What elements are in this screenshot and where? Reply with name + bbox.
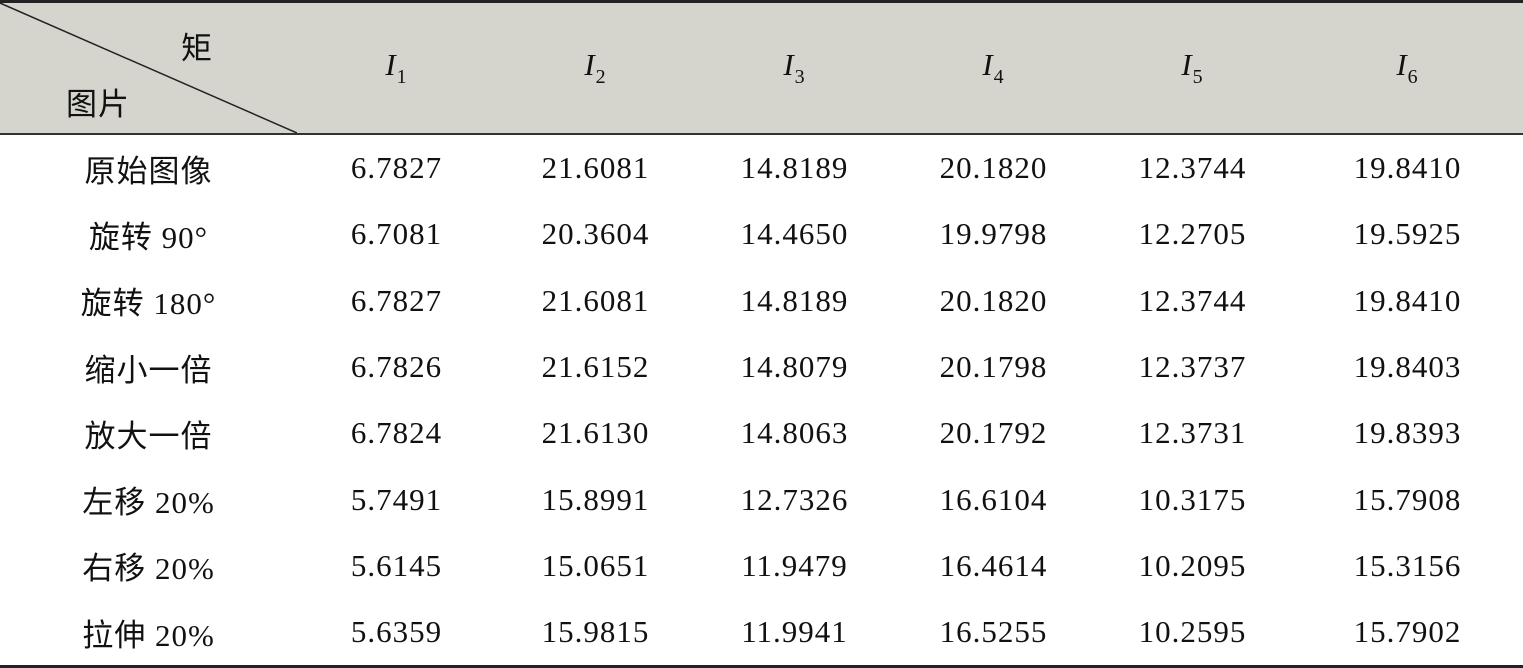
column-symbol: I (1181, 47, 1193, 82)
column-subscript: 3 (794, 66, 806, 88)
table-cell: 12.3744 (1138, 150, 1247, 186)
table-cell: 21.6130 (541, 415, 650, 451)
table-row: 旋转 90° 6.7081 20.3604 14.4650 19.9798 12.2705… (0, 201, 1523, 267)
column-subscript: 6 (1407, 66, 1419, 88)
column-header: I4 (894, 0, 1093, 135)
diagonal (0, 3, 297, 133)
table-cell: 15.9815 (496, 599, 695, 668)
table-cell: 21.6152 (541, 349, 650, 385)
table-row: 右移 20% 5.6145 15.0651 11.9479 16.4614 10.2095… (0, 533, 1523, 599)
column-header: I2 (496, 0, 695, 135)
table-cell: 10.3175 (1138, 481, 1247, 517)
table-cell: 12.3731 (1138, 415, 1247, 451)
corner-bottom: 图片 (66, 87, 130, 122)
corner-cell: 矩 图片 (0, 0, 297, 135)
table-cell: 10.2095 (1138, 547, 1247, 583)
table-cell: 19.9798 (939, 216, 1048, 252)
table-cell: 12.2705 (1138, 216, 1247, 252)
table-cell: 6.7827 (350, 150, 443, 186)
table-row: 拉伸 20% 5.6359 15.9815 11.9941 16.5255 10.2595… (0, 599, 1523, 668)
table-row: 原始图像 6.7827 21.6081 14.8189 20.1820 12.3744 19… (0, 134, 1523, 201)
table-row: 放大一倍 6.7824 21.6130 14.8063 20.1792 12.3731 19… (0, 400, 1523, 466)
column-subscript: 5 (1192, 66, 1204, 88)
table-cell: 15.7908 (1353, 481, 1462, 517)
column-header: I1 (297, 0, 496, 135)
row-label: 缩小一倍 (84, 352, 213, 388)
table-cell: 19.5925 (1353, 216, 1462, 252)
table-cell: 6.7824 (350, 415, 443, 451)
table-cell: 20.3604 (541, 216, 650, 252)
table-cell: 15.3156 (1353, 547, 1462, 583)
table-cell: 21.6081 (541, 282, 650, 318)
column-header: I5 (1093, 0, 1292, 135)
table-cell: 20.1820 (939, 150, 1048, 186)
table-cell: 5.6145 (350, 547, 443, 583)
table-cell: 12.7326 (740, 481, 849, 517)
table-cell: 11.9941 (695, 599, 894, 668)
table-cell: 5.7491 (350, 481, 443, 517)
table-cell: 11.9479 (741, 547, 848, 583)
table-cell: 16.6104 (939, 481, 1048, 517)
table-row: 旋转 180° 6.7827 21.6081 14.8189 20.1820 12.374… (0, 268, 1523, 334)
table-cell: 14.8189 (740, 150, 849, 186)
row-label: 左移 20% (82, 485, 215, 521)
table-cell: 20.1792 (939, 415, 1048, 451)
column-symbol: I (385, 47, 397, 82)
table-row: 缩小一倍 6.7826 21.6152 14.8079 20.1798 12.3737 19… (0, 334, 1523, 400)
table-cell: 6.7826 (350, 349, 443, 385)
table-cell: 19.8403 (1353, 349, 1462, 385)
column-symbol: I (584, 47, 596, 82)
corner-top: 矩 (181, 31, 213, 66)
row-label: 旋转 180° (80, 286, 217, 322)
column-header: I6 (1292, 0, 1523, 135)
table-cell: 19.8393 (1353, 415, 1462, 451)
table-cell: 20.1798 (939, 349, 1048, 385)
header-row: 矩 图片 I1 I2 I3 I4 I5 I6 (0, 0, 1523, 135)
table-cell: 16.5255 (894, 599, 1093, 668)
column-header: I3 (695, 0, 894, 135)
table-cell: 6.7827 (350, 282, 443, 318)
table-cell: 14.8063 (740, 415, 849, 451)
table-cell: 14.4650 (740, 216, 849, 252)
table-cell: 5.6359 (297, 599, 496, 668)
table-cell: 19.8410 (1353, 282, 1462, 318)
table-cell: 21.6081 (541, 150, 650, 186)
table-cell: 19.8410 (1353, 150, 1462, 186)
table-cell: 16.4614 (939, 547, 1048, 583)
table-cell: 15.7902 (1292, 599, 1523, 668)
table-cell: 12.3737 (1138, 349, 1247, 385)
table-cell: 6.7081 (350, 216, 443, 252)
row-label: 放大一倍 (84, 418, 213, 454)
table-cell: 10.2595 (1093, 599, 1292, 668)
column-symbol: I (982, 47, 994, 82)
table-row: 左移 20% 5.7491 15.8991 12.7326 16.6104 10.3175… (0, 466, 1523, 532)
row-label: 拉伸 20% (0, 599, 297, 668)
row-label: 原始图像 (84, 153, 213, 189)
table-cell: 15.8991 (541, 481, 650, 517)
table-cell: 14.8189 (740, 282, 849, 318)
table-cell: 15.0651 (541, 547, 650, 583)
column-subscript: 4 (993, 66, 1005, 88)
column-symbol: I (783, 47, 795, 82)
column-subscript: 2 (595, 66, 607, 88)
table-cell: 12.3744 (1138, 282, 1247, 318)
row-label: 右移 20% (82, 551, 215, 587)
column-symbol: I (1396, 47, 1408, 82)
table-cell: 20.1820 (939, 282, 1048, 318)
table-cell: 14.8079 (740, 349, 849, 385)
row-label: 旋转 90° (88, 219, 209, 255)
column-subscript: 1 (396, 66, 408, 88)
